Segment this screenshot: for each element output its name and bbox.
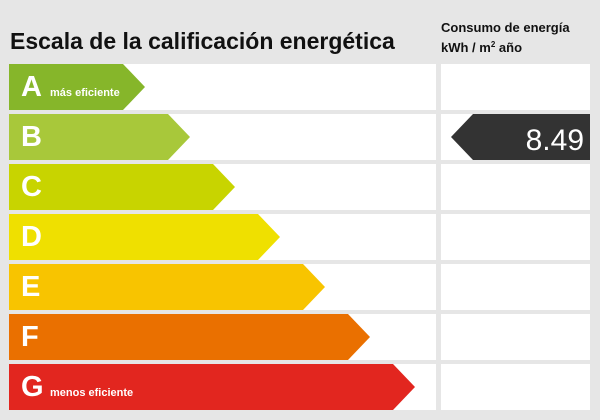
rating-arrow-b (9, 114, 190, 160)
rating-letter-d: D (21, 221, 42, 253)
unit-prefix: kWh / m (441, 40, 491, 55)
rating-arrow-e (9, 264, 325, 310)
consumption-header-unit: kWh / m2 año (441, 36, 570, 56)
rating-letter-b: B (21, 121, 42, 153)
rating-letter-c: C (21, 171, 42, 203)
rating-arrow-g (9, 364, 415, 410)
consumption-column-header: Consumo de energía kWh / m2 año (441, 19, 570, 56)
rating-arrow-d (9, 214, 280, 260)
rating-letter-g: G (21, 371, 44, 403)
rating-note-a: más eficiente (50, 87, 120, 99)
arrow-shape-f (9, 314, 370, 360)
consumption-cell-a (441, 64, 590, 110)
consumption-value: 8.49 (525, 124, 584, 157)
rating-letter-e: E (21, 271, 41, 303)
consumption-cell-c (441, 164, 590, 210)
rating-letter-f: F (21, 321, 39, 353)
rating-row-a: A más eficiente (9, 64, 436, 110)
arrow-shape-a (9, 64, 145, 110)
rating-row-e: E (9, 264, 436, 310)
rating-row-b: B (9, 114, 436, 160)
arrow-shape-e (9, 264, 325, 310)
consumption-header-line1: Consumo de energía (441, 20, 570, 35)
consumption-cell-g (441, 364, 590, 410)
arrow-shape-d (9, 214, 280, 260)
rating-arrow-a (9, 64, 145, 110)
consumption-cell-f (441, 314, 590, 360)
value-tag-shape (451, 114, 590, 160)
unit-superscript: 2 (490, 40, 496, 49)
arrow-shape-c (9, 164, 235, 210)
page-title: Escala de la calificación energética (10, 28, 395, 54)
consumption-cell-e (441, 264, 590, 310)
rating-arrow-c (9, 164, 235, 210)
rating-row-d: D (9, 214, 436, 260)
rating-note-g: menos eficiente (50, 387, 134, 399)
rating-letter-a: A (21, 71, 42, 103)
rating-row-c: C (9, 164, 436, 210)
unit-suffix: año (495, 40, 523, 55)
arrow-shape-g (9, 364, 415, 410)
rating-row-f: F (9, 314, 436, 360)
consumption-cell-b: 8.49 (441, 114, 590, 160)
rating-value-tag: 8.49 (451, 114, 590, 160)
arrow-shape-b (9, 114, 190, 160)
rating-arrow-f (9, 314, 370, 360)
consumption-cell-d (441, 214, 590, 260)
rating-row-g: G menos eficiente (9, 364, 436, 410)
